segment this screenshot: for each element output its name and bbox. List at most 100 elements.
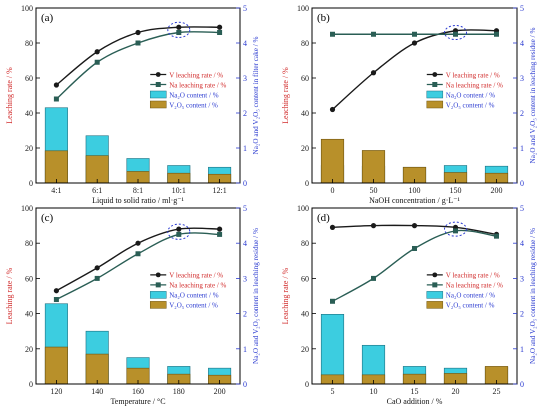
left-tick-label: 100	[297, 4, 309, 13]
na-leaching-point-4	[217, 231, 223, 237]
right-tick-label: 3	[243, 274, 247, 283]
optimum-highlight	[167, 21, 191, 38]
v-leaching-point-3	[176, 226, 182, 232]
x-tick-label: 0	[331, 186, 335, 195]
left-tick-label: 20	[25, 345, 33, 354]
legend-swatch-v2o5	[426, 100, 444, 109]
left-tick-label: 80	[25, 239, 33, 248]
x-tick-label: 140	[91, 387, 103, 396]
right-tick-label: 2	[520, 310, 524, 319]
v-leaching-point-0	[53, 288, 60, 294]
right-tick-label: 3	[520, 74, 524, 83]
na2o-bar-0	[320, 314, 345, 385]
legend-swatch-na2o	[149, 90, 167, 99]
v2o5-bar-1	[361, 150, 386, 184]
legend-label-0: V leaching rate / %	[446, 272, 500, 280]
na-leaching-point-1	[94, 275, 100, 281]
x-tick-label: 15	[411, 387, 419, 396]
na-leaching-point-3	[176, 30, 182, 35]
x-tick-label: 20	[452, 387, 460, 396]
legend-swatch-na2o	[426, 90, 444, 99]
x-axis-title: CaO addition / %	[387, 397, 443, 406]
right-tick-label: 1	[243, 144, 247, 153]
na-leaching-point-1	[371, 275, 376, 281]
x-tick-label: 100	[409, 186, 421, 195]
v-leaching-point-3	[176, 24, 182, 30]
na-leaching-point-2	[135, 40, 141, 46]
right-tick-label: 1	[520, 144, 524, 153]
right-tick-label: 4	[520, 39, 524, 48]
v-leaching-point-0	[329, 224, 336, 230]
panel-label: (d)	[317, 212, 330, 224]
na-leaching-point-0	[330, 31, 335, 37]
legend-label-0: V leaching rate / %	[169, 272, 223, 280]
legend-label-2: Na₂O content / %	[446, 91, 495, 99]
legend-marker-na	[432, 282, 438, 288]
left-axis-title: Leaching rate / %	[5, 67, 14, 124]
x-tick-label: 8:1	[133, 186, 143, 195]
legend-label-2: Na₂O content / %	[169, 91, 218, 99]
v2o5-bar-0	[44, 346, 68, 385]
right-axis-title: Na₂O and V₂O₅ content in filter cake / %	[252, 37, 260, 155]
panel-label: (b)	[317, 12, 330, 24]
right-axis-title: Na₂O and V₂O₅ content in leaching residu…	[529, 228, 537, 364]
legend-label-3: V₂O₅ content / %	[446, 101, 495, 109]
legend-label-1: Na leaching rate / %	[446, 282, 503, 290]
left-tick-label: 0	[305, 179, 309, 188]
na-leaching-point-0	[53, 96, 59, 102]
v2o5-bar-0	[320, 138, 345, 184]
na-leaching-point-4	[217, 30, 223, 35]
left-tick-label: 100	[297, 204, 309, 213]
na-leaching-point-3	[176, 231, 182, 237]
right-axis-title: Na₂O and V₂O₅ content in leaching residu…	[529, 28, 537, 164]
panel-a: 0 20 40 60 80 100 0 1 2 3 4 5 4:1 6:1 8:1 10:1 12:1 Liqui…	[5, 4, 260, 205]
right-tick-label: 5	[243, 4, 247, 13]
left-tick-label: 0	[305, 380, 309, 389]
na-leaching-point-3	[453, 31, 458, 37]
x-tick-label: 50	[370, 186, 378, 195]
left-tick-label: 80	[25, 39, 33, 48]
x-tick-label: 180	[173, 387, 185, 396]
left-tick-label: 0	[29, 179, 33, 188]
na-leaching-line	[332, 229, 497, 302]
v2o5-bar-1	[85, 155, 109, 184]
legend-swatch-na2o	[149, 291, 167, 299]
v-leaching-point-0	[329, 106, 336, 113]
legend-marker-v	[155, 72, 161, 77]
na-leaching-point-3	[453, 228, 458, 234]
legend-swatch-v2o5	[149, 100, 167, 109]
right-tick-label: 5	[243, 204, 247, 213]
x-tick-label: 10:1	[172, 186, 186, 195]
right-tick-label: 0	[520, 179, 524, 188]
left-tick-label: 60	[301, 74, 309, 83]
na-leaching-point-2	[412, 31, 417, 37]
right-tick-label: 4	[243, 239, 247, 248]
x-tick-label: 160	[132, 387, 144, 396]
left-tick-label: 20	[301, 345, 309, 354]
left-axis-title: Leaching rate / %	[281, 267, 290, 324]
left-tick-label: 60	[301, 274, 309, 283]
right-tick-label: 3	[520, 274, 524, 283]
x-tick-label: 120	[50, 387, 62, 396]
legend-label-2: Na₂O content / %	[446, 292, 495, 300]
panel-label: (c)	[41, 212, 54, 224]
legend-label-1: Na leaching rate / %	[169, 81, 226, 89]
legend-label-0: V leaching rate / %	[169, 71, 223, 79]
right-tick-label: 2	[243, 310, 247, 319]
left-tick-label: 100	[21, 4, 33, 13]
right-tick-label: 0	[520, 380, 524, 389]
left-axis-title: Leaching rate / %	[281, 67, 290, 124]
panel-label: (a)	[41, 12, 54, 24]
left-tick-label: 40	[25, 109, 33, 118]
x-tick-label: 200	[491, 186, 503, 195]
right-tick-label: 1	[520, 345, 524, 354]
legend-marker-v	[432, 72, 438, 77]
x-tick-label: 5	[331, 387, 335, 396]
v-leaching-point-1	[370, 223, 377, 229]
left-tick-label: 40	[25, 310, 33, 319]
legend-marker-na	[155, 82, 161, 87]
optimum-highlight	[444, 221, 467, 237]
optimum-highlight	[444, 25, 467, 40]
left-axis-title: Leaching rate / %	[5, 267, 14, 324]
